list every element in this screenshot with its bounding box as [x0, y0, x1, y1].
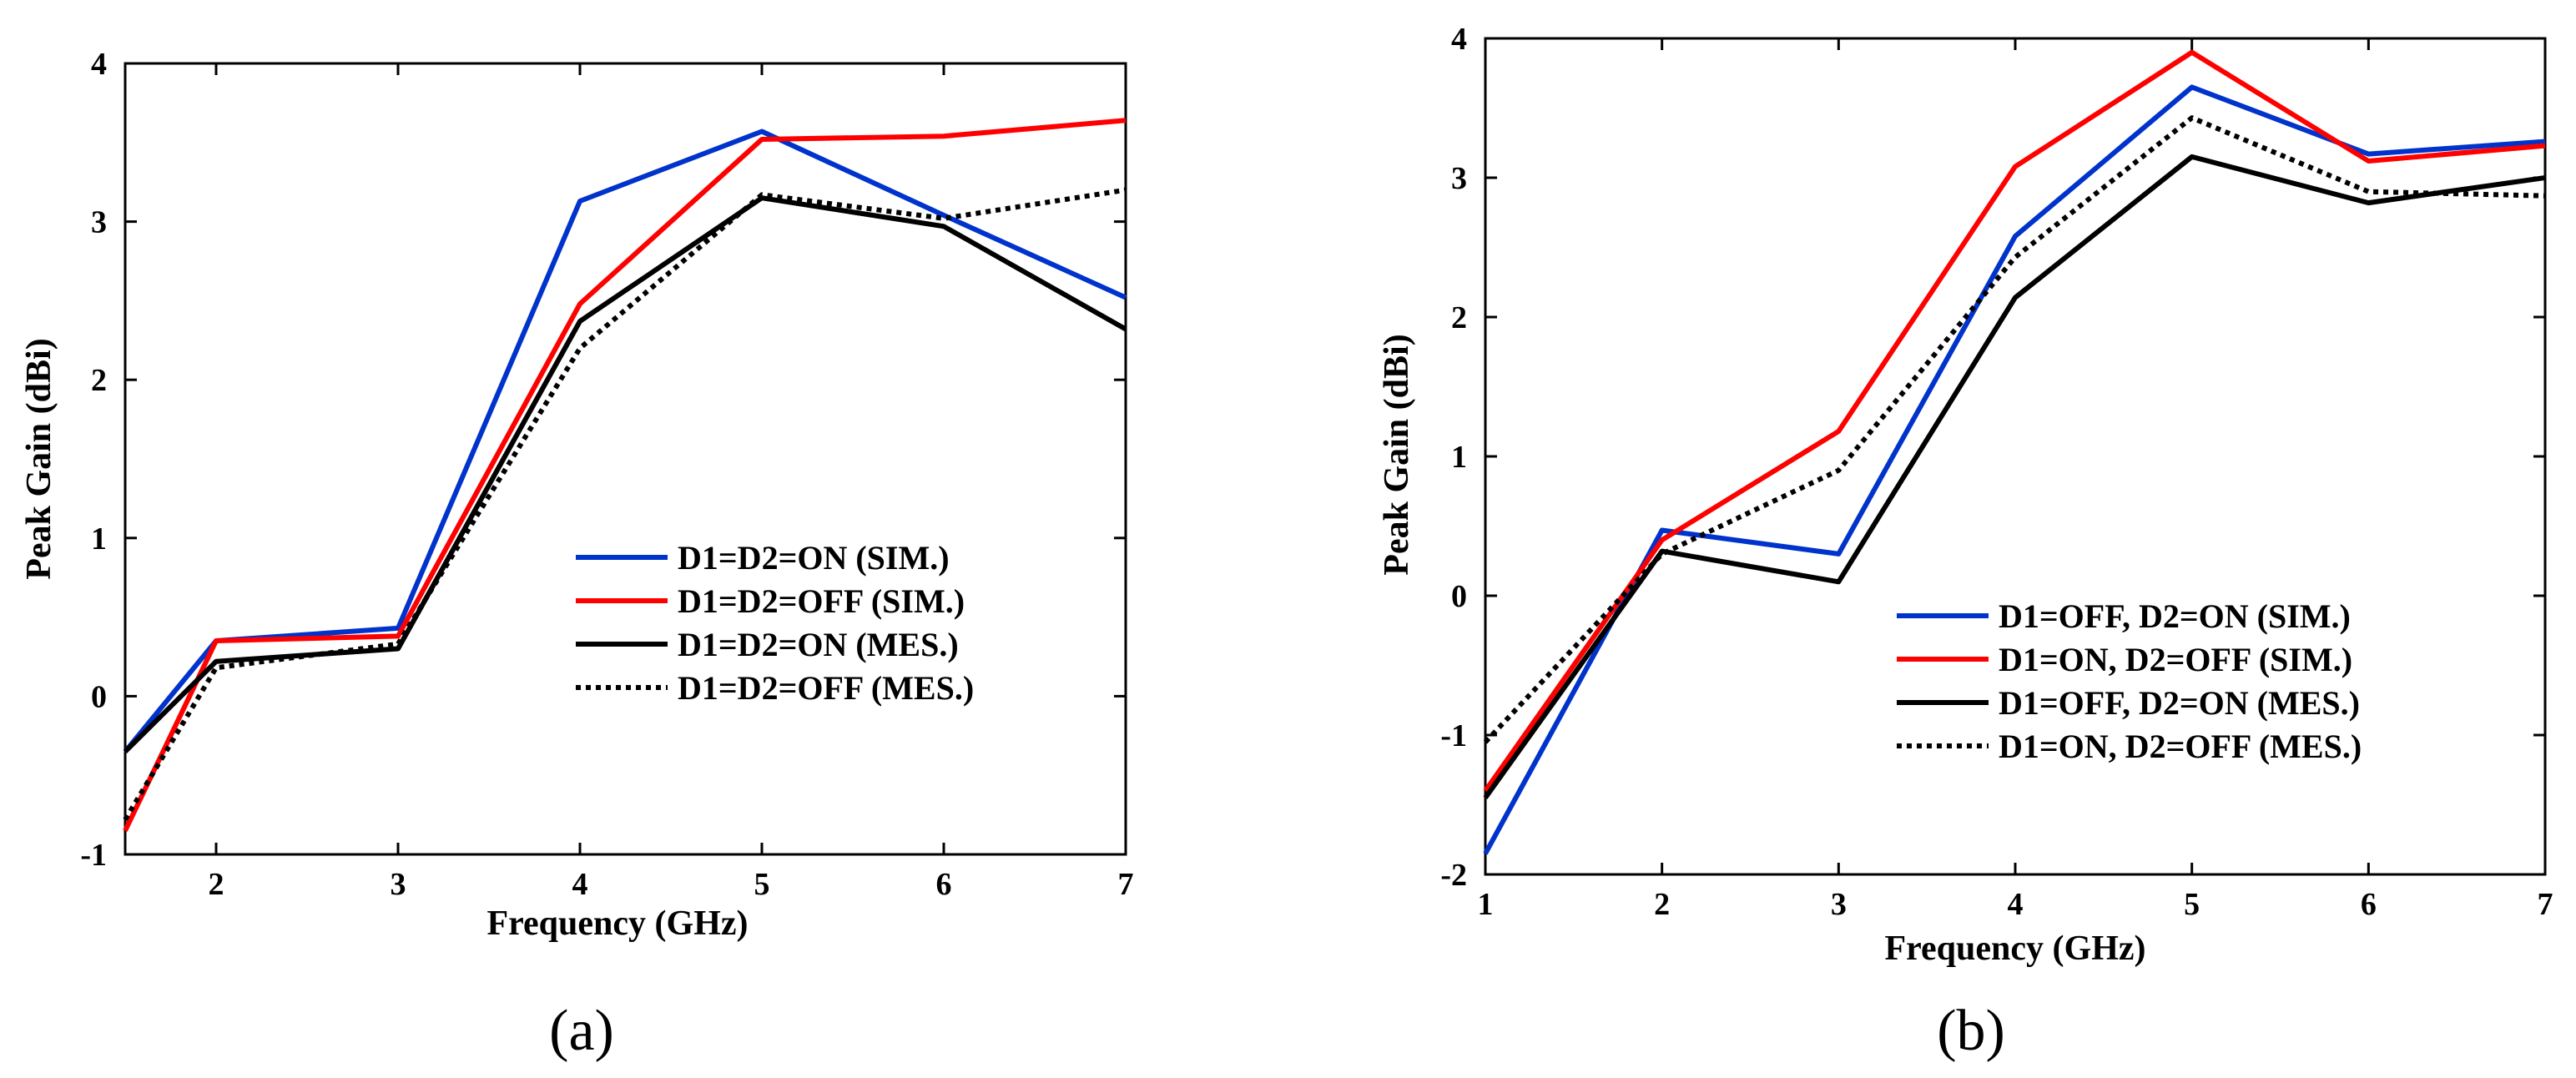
legend-label: D1=OFF, D2=ON (SIM.): [1999, 597, 2351, 635]
legend: D1=D2=ON (SIM.) D1=D2=OFF (SIM.) D1=D2=ON …: [576, 539, 974, 707]
series-lines: [1483, 49, 2546, 855]
y-tick-label: 2: [91, 363, 107, 398]
chart-panel-a: -1 0 1 2 3 4 2 3 4 5 6 7 Peak Gain (dBi) Frequency…: [20, 47, 1134, 1063]
x-axis-label: Frequency (GHz): [1885, 929, 2146, 968]
panel-caption: (b): [1937, 999, 2005, 1063]
legend-label: D1=D2=ON (SIM.): [678, 539, 950, 577]
y-tick-label: 1: [91, 521, 107, 557]
x-tick-label: 2: [1654, 887, 1670, 922]
y-tick-label: 3: [1451, 161, 1467, 196]
x-tick-label: 6: [936, 867, 952, 902]
series-line-2: [123, 118, 1127, 832]
x-tick-label: 3: [1831, 887, 1847, 922]
y-tick-label: -1: [1440, 718, 1467, 753]
x-tick-label: 4: [2008, 887, 2024, 922]
legend-label: D1=D2=OFF (MES.): [678, 669, 974, 707]
series-line-2: [1483, 49, 2546, 793]
y-tick-label: 4: [91, 47, 107, 82]
series-line-3: [123, 195, 1127, 753]
legend: D1=OFF, D2=ON (SIM.) D1=ON, D2=OFF (SIM.)…: [1897, 597, 2362, 765]
x-tick-group: 1 2 3 4 5 6 7: [1478, 38, 2553, 922]
plot-frame: [124, 62, 1127, 856]
y-tick-label: 1: [1451, 440, 1467, 475]
x-tick-label: 2: [209, 867, 224, 902]
y-tick-label: 0: [91, 679, 107, 714]
y-tick-label: -1: [80, 838, 107, 873]
x-tick-group: 2 3 4 5 6 7: [209, 63, 1134, 902]
series-line-3: [1483, 154, 2546, 799]
y-tick-label: 4: [1451, 22, 1467, 57]
legend-label: D1=OFF, D2=ON (MES.): [1999, 684, 2360, 722]
y-axis-label: Peak Gain (dBi): [1378, 334, 1416, 575]
panel-caption: (a): [549, 999, 614, 1063]
x-tick-label: 5: [2184, 887, 2200, 922]
chart-panel-b: -2 -1 0 1 2 3 4 1 2 3 4 5 6 7 Peak Gain (dBi) Freque…: [1378, 22, 2553, 1063]
y-tick-label: 2: [1451, 300, 1467, 335]
y-tick-group: -2 -1 0 1 2 3 4: [1440, 22, 2545, 893]
x-tick-label: 7: [2538, 887, 2553, 922]
series-lines: [123, 118, 1127, 832]
legend-label: D1=D2=OFF (SIM.): [678, 582, 965, 620]
series-line-1: [1483, 84, 2546, 855]
y-tick-label: -2: [1440, 858, 1467, 893]
x-tick-label: 1: [1478, 887, 1494, 922]
x-tick-label: 5: [754, 867, 770, 902]
x-tick-label: 3: [391, 867, 406, 902]
legend-label: D1=ON, D2=OFF (SIM.): [1999, 641, 2352, 678]
y-axis-label: Peak Gain (dBi): [20, 338, 58, 579]
legend-label: D1=D2=ON (MES.): [678, 626, 959, 663]
x-axis-label: Frequency (GHz): [487, 904, 749, 943]
series-line-4: [123, 187, 1127, 821]
legend-label: D1=ON, D2=OFF (MES.): [1999, 728, 2362, 765]
x-tick-label: 4: [572, 867, 588, 902]
x-tick-label: 7: [1118, 867, 1134, 902]
y-tick-label: 3: [91, 205, 107, 240]
x-tick-label: 6: [2361, 887, 2377, 922]
y-tick-label: 0: [1451, 579, 1467, 614]
y-tick-group: -1 0 1 2 3 4: [80, 47, 1126, 873]
